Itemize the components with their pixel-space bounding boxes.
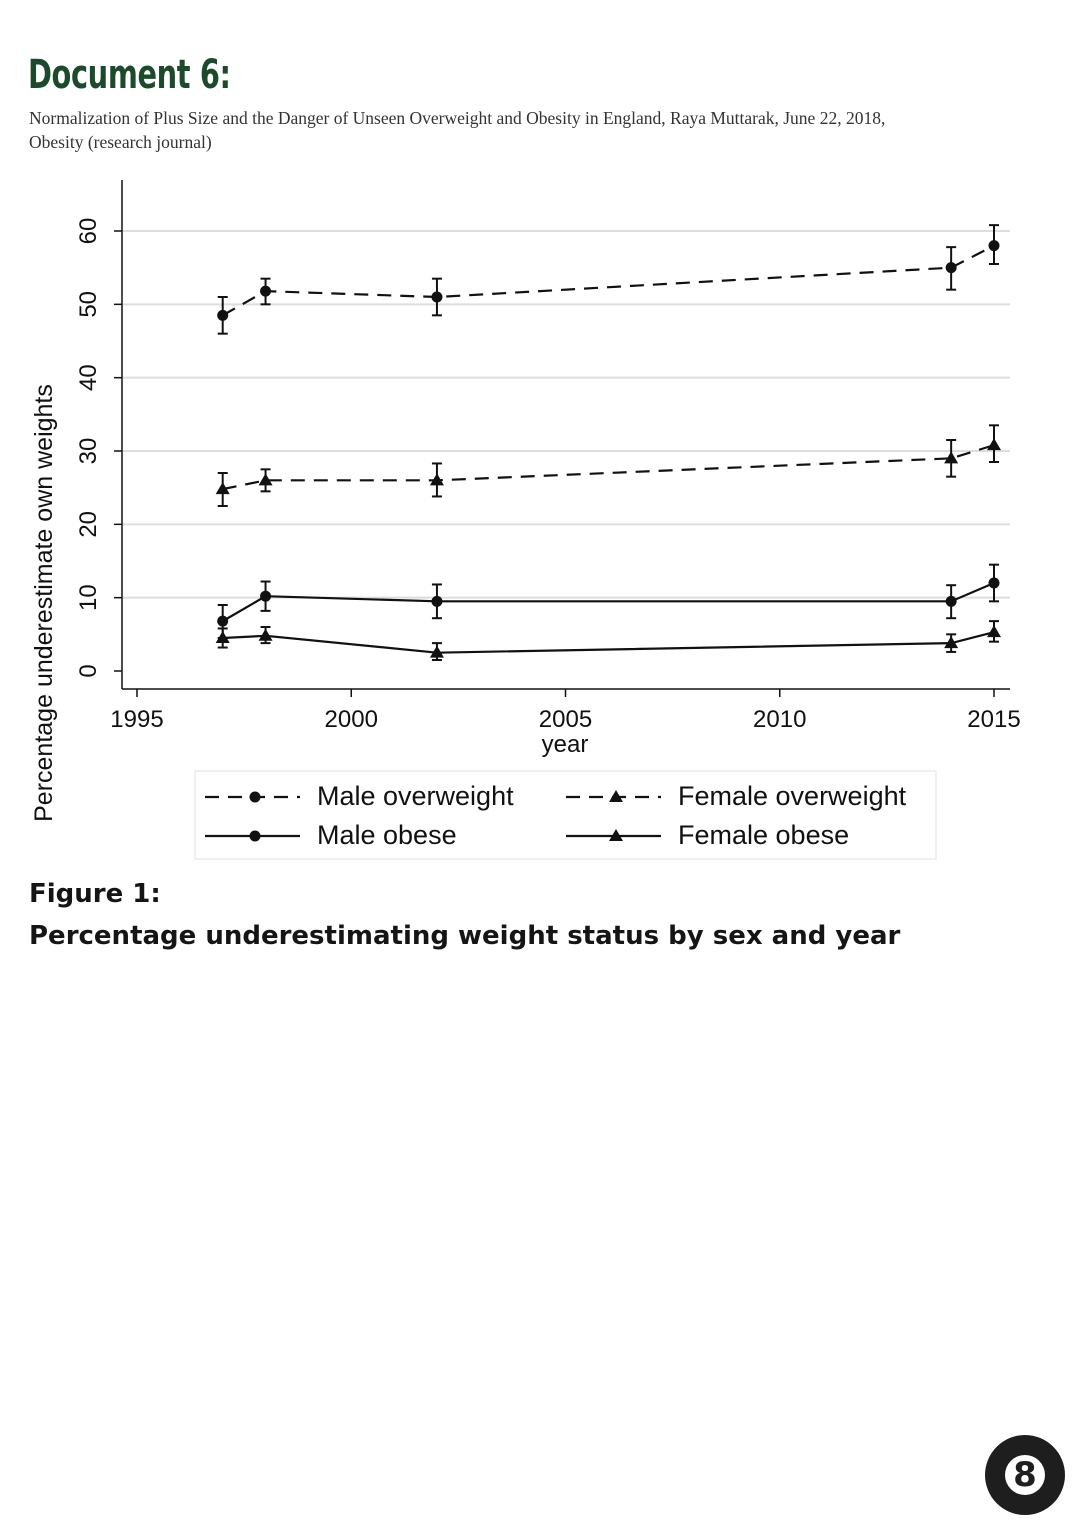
data-point xyxy=(215,631,230,643)
page-number-badge: 8 xyxy=(985,1435,1065,1515)
data-point xyxy=(217,615,229,627)
legend-entry: Male obese xyxy=(205,820,457,850)
data-point xyxy=(429,473,444,486)
legend-marker xyxy=(609,829,623,841)
citation-line-2: Obesity (research journal) xyxy=(29,132,212,152)
series-male-obese xyxy=(217,563,1000,639)
data-point xyxy=(944,636,959,649)
series-female-obese xyxy=(215,620,1001,661)
series-male-overweight xyxy=(217,224,1000,335)
data-point xyxy=(258,473,273,486)
data-point xyxy=(988,240,1000,252)
legend: Male overweight Female overweight Male obe… xyxy=(194,770,937,860)
legend-label: Male overweight xyxy=(317,781,514,811)
series-female-overweight xyxy=(215,424,1001,507)
page-number: 8 xyxy=(1005,1455,1045,1495)
data-point xyxy=(429,645,444,658)
legend-marker xyxy=(249,791,261,803)
citation-line-1: Normalization of Plus Size and the Dange… xyxy=(29,108,886,128)
figure-label: Figure 1: xyxy=(29,879,161,909)
x-axis-label: year xyxy=(542,731,589,758)
data-point xyxy=(258,628,273,641)
legend-box xyxy=(194,770,937,860)
legend-entry: Female obese xyxy=(566,820,849,850)
figure-caption-text: Percentage underestimating weight status… xyxy=(29,921,901,951)
series xyxy=(215,224,1001,661)
legend-label: Male obese xyxy=(317,820,457,850)
y-tick-label: 10 xyxy=(75,584,102,611)
data-point xyxy=(431,595,443,607)
x-tick-label: 2005 xyxy=(539,706,592,733)
legend-marker xyxy=(609,790,623,802)
figure-caption: Figure 1: Percentage underestimating wei… xyxy=(29,873,900,957)
axes: 0 10 20 30 40 50 60 1995 2000 2005 2010 2015 xyxy=(75,180,1021,733)
y-tick-label: 60 xyxy=(75,218,102,245)
y-tick-label: 40 xyxy=(75,364,102,391)
x-tick-label: 1995 xyxy=(110,706,163,733)
x-tick-label: 2000 xyxy=(325,706,378,733)
line-chart: 0 10 20 30 40 50 60 1995 2000 2005 2010 2015 year P… xyxy=(30,180,1021,860)
legend-marker xyxy=(249,830,261,842)
x-tick-label: 2015 xyxy=(967,706,1020,733)
legend-label: Female obese xyxy=(678,820,849,850)
data-point xyxy=(988,577,1000,589)
y-tick-label: 50 xyxy=(75,291,102,318)
data-point xyxy=(431,291,443,303)
data-point xyxy=(260,285,272,297)
y-tick-label: 20 xyxy=(75,511,102,538)
y-axis-label: Percentage underestimate own weights xyxy=(30,384,58,822)
data-point xyxy=(987,625,1001,638)
data-point xyxy=(260,590,272,602)
data-point xyxy=(945,595,957,607)
data-point xyxy=(217,309,229,321)
gridlines xyxy=(122,230,1010,599)
y-tick-label: 0 xyxy=(75,664,102,677)
y-tick-label: 30 xyxy=(75,438,102,465)
legend-entry: Male overweight xyxy=(205,781,514,811)
series-line xyxy=(222,581,995,623)
x-tick-label: 2010 xyxy=(753,706,806,733)
series-line xyxy=(222,631,995,654)
data-point xyxy=(215,482,230,495)
data-point xyxy=(944,451,959,464)
source-citation: Normalization of Plus Size and the Dange… xyxy=(29,106,1019,154)
legend-label: Female overweight xyxy=(678,781,907,811)
document-title: Document 6: xyxy=(28,52,231,98)
data-point xyxy=(945,262,957,274)
data-point xyxy=(987,438,1001,451)
legend-entry: Female overweight xyxy=(566,781,907,811)
